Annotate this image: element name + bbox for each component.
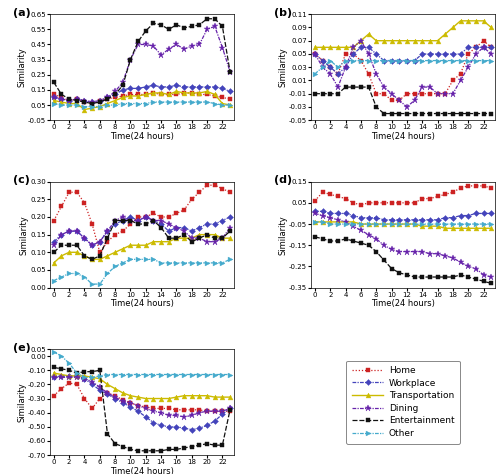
X-axis label: Time(24 hours): Time(24 hours) — [110, 299, 174, 308]
Y-axis label: Similarity: Similarity — [17, 382, 26, 422]
Text: (c): (c) — [13, 175, 30, 185]
X-axis label: Time(24 hours): Time(24 hours) — [371, 132, 435, 141]
X-axis label: Time(24 hours): Time(24 hours) — [110, 132, 174, 141]
Y-axis label: Similarity: Similarity — [278, 47, 287, 87]
X-axis label: Time(24 hours): Time(24 hours) — [371, 299, 435, 308]
Y-axis label: Similarity: Similarity — [20, 215, 28, 255]
Text: (b): (b) — [274, 8, 292, 18]
Text: (a): (a) — [13, 8, 31, 18]
Y-axis label: Similarity: Similarity — [18, 47, 26, 87]
X-axis label: Time(24 hours): Time(24 hours) — [110, 466, 174, 474]
Legend: Home, Workplace, Transportation, Dining, Entertainment, Other: Home, Workplace, Transportation, Dining,… — [346, 361, 460, 444]
Text: (d): (d) — [274, 175, 292, 185]
Text: (e): (e) — [13, 343, 31, 353]
Y-axis label: Similarity: Similarity — [278, 215, 287, 255]
